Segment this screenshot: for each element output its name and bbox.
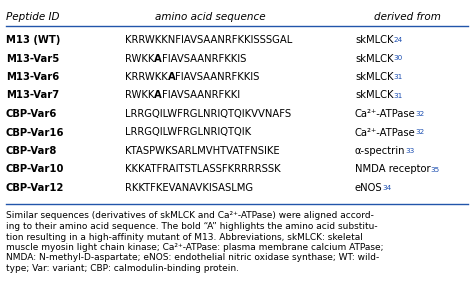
Text: LRRGQILWFRGLNRIQTQIK: LRRGQILWFRGLNRIQTQIK — [125, 127, 251, 138]
Text: Ca²⁺-ATPase: Ca²⁺-ATPase — [355, 127, 416, 138]
Text: NMDA: N-methyl-D-aspartate; eNOS: endothelial nitric oxidase synthase; WT: wild-: NMDA: N-methyl-D-aspartate; eNOS: endoth… — [6, 254, 379, 263]
Text: KRRWKKNFIAVSAANRFKKISSSGAL: KRRWKKNFIAVSAANRFKKISSSGAL — [125, 35, 292, 45]
Text: tion resulting in a high-affinity mutant of M13. Abbreviations, skMLCK: skeletal: tion resulting in a high-affinity mutant… — [6, 233, 363, 242]
Text: M13-Var6: M13-Var6 — [6, 72, 59, 82]
Text: skMLCK: skMLCK — [355, 91, 393, 100]
Text: RWKK: RWKK — [125, 54, 155, 63]
Text: 31: 31 — [393, 74, 403, 80]
Text: skMLCK: skMLCK — [355, 72, 393, 82]
Text: RKKTFKEVANAVKISASLMG: RKKTFKEVANAVKISASLMG — [125, 183, 253, 193]
Text: Peptide ID: Peptide ID — [6, 12, 60, 22]
Text: 31: 31 — [393, 92, 403, 98]
Text: eNOS: eNOS — [355, 183, 383, 193]
Text: skMLCK: skMLCK — [355, 54, 393, 63]
Text: CBP-Var16: CBP-Var16 — [6, 127, 64, 138]
Text: 30: 30 — [393, 56, 403, 62]
Text: FIAVSAANRFKKIS: FIAVSAANRFKKIS — [175, 72, 260, 82]
Text: muscle myosin light chain kinase; Ca²⁺-ATPase: plasma membrane calcium ATPase;: muscle myosin light chain kinase; Ca²⁺-A… — [6, 243, 383, 252]
Text: ing to their amino acid sequence. The bold “A” highlights the amino acid substit: ing to their amino acid sequence. The bo… — [6, 222, 378, 231]
Text: Similar sequences (derivatives of skMLCK and Ca²⁺-ATPase) were aligned accord-: Similar sequences (derivatives of skMLCK… — [6, 211, 374, 220]
Text: NMDA receptor: NMDA receptor — [355, 164, 430, 175]
Text: derived from: derived from — [374, 12, 440, 22]
Text: LRRGQILWFRGLNRIQTQIKVVNAFS: LRRGQILWFRGLNRIQTQIKVVNAFS — [125, 109, 291, 119]
Text: M13-Var5: M13-Var5 — [6, 54, 59, 63]
Text: A: A — [155, 54, 162, 63]
Text: 33: 33 — [405, 148, 415, 154]
Text: 34: 34 — [383, 185, 392, 191]
Text: M13 (WT): M13 (WT) — [6, 35, 60, 45]
Text: CBP-Var6: CBP-Var6 — [6, 109, 57, 119]
Text: FIAVSAANRFKKI: FIAVSAANRFKKI — [162, 91, 240, 100]
Text: 32: 32 — [416, 111, 425, 117]
Text: CBP-Var12: CBP-Var12 — [6, 183, 64, 193]
Text: 32: 32 — [416, 129, 425, 135]
Text: KKKATFRAITSTLASSFKRRRRSSK: KKKATFRAITSTLASSFKRRRRSSK — [125, 164, 281, 175]
Text: KTASPWKSARLMVHTVATFNSIKE: KTASPWKSARLMVHTVATFNSIKE — [125, 146, 280, 156]
Text: A: A — [155, 91, 162, 100]
Text: amino acid sequence: amino acid sequence — [155, 12, 265, 22]
Text: Ca²⁺-ATPase: Ca²⁺-ATPase — [355, 109, 416, 119]
Text: M13-Var7: M13-Var7 — [6, 91, 59, 100]
Text: KRRWKK: KRRWKK — [125, 72, 168, 82]
Text: skMLCK: skMLCK — [355, 35, 393, 45]
Text: α-spectrin: α-spectrin — [355, 146, 405, 156]
Text: type; Var: variant; CBP: calmodulin-binding protein.: type; Var: variant; CBP: calmodulin-bind… — [6, 264, 239, 273]
Text: CBP-Var8: CBP-Var8 — [6, 146, 57, 156]
Text: RWKK: RWKK — [125, 91, 155, 100]
Text: 35: 35 — [430, 167, 440, 173]
Text: 24: 24 — [393, 37, 403, 43]
Text: A: A — [168, 72, 175, 82]
Text: CBP-Var10: CBP-Var10 — [6, 164, 64, 175]
Text: FIAVSAANRFKKIS: FIAVSAANRFKKIS — [162, 54, 246, 63]
